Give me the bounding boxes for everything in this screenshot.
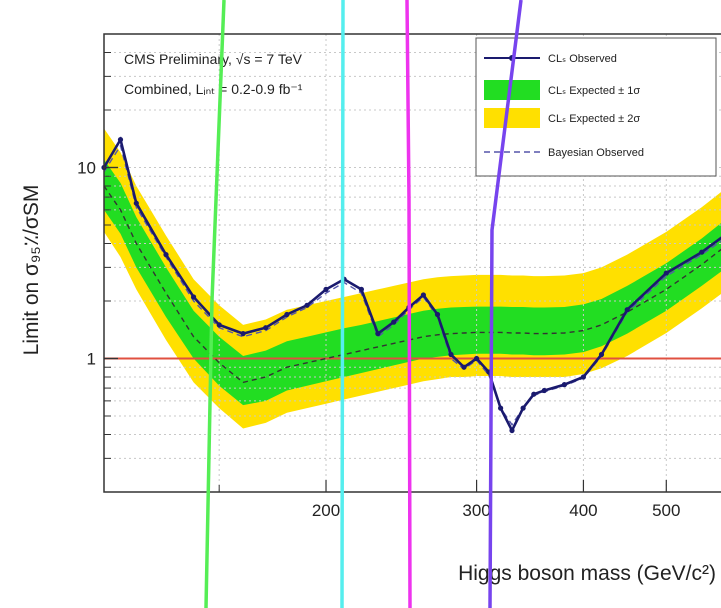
annotation-line-1: CMS Preliminary, √s = 7 TeV — [124, 51, 303, 67]
observed-point — [375, 331, 381, 337]
observed-point — [284, 311, 290, 318]
legend-label-2sigma: CLₛ Expected ± 2σ — [548, 113, 640, 125]
observed-point — [498, 405, 504, 411]
x-tick-label: 400 — [569, 501, 597, 520]
observed-point — [448, 351, 454, 358]
y-axis-title: Limit on σ₉₅٪/σSM — [20, 185, 43, 356]
observed-point — [420, 292, 426, 298]
legend-item-2sigma: CLₛ Expected ± 2σ — [484, 108, 640, 128]
observed-point — [663, 270, 669, 276]
observed-point — [624, 307, 630, 313]
x-tick-label: 500 — [652, 501, 680, 520]
expected-bands — [104, 128, 721, 429]
y-tick-label: 1 — [87, 349, 96, 368]
observed-point — [580, 374, 587, 380]
observed-point — [461, 364, 467, 370]
observed-point — [191, 294, 197, 300]
observed-point — [531, 391, 537, 397]
observed-point — [358, 286, 364, 292]
expected-median-line — [103, 185, 721, 384]
legend-item-bayesian: Bayesian Observed — [484, 147, 644, 159]
x-axis-title: Higgs boson mass (GeV/c²) — [458, 562, 716, 585]
legend-label-bayesian: Bayesian Observed — [548, 147, 644, 159]
observed-point — [598, 351, 605, 358]
observed-point — [699, 249, 705, 255]
observed-point — [474, 355, 480, 362]
annotation-line-2: Combined, Lᵢₙₜ = 0.2-0.9 fb⁻¹ — [124, 81, 303, 97]
observed-point — [263, 325, 269, 331]
overlay-lines — [204, 0, 523, 608]
observed-point — [434, 311, 441, 318]
cyan-line — [340, 0, 345, 608]
legend-2sigma-swatch — [484, 108, 540, 128]
x-tick-label: 300 — [462, 501, 490, 520]
observed-point — [561, 382, 568, 388]
observed-point — [509, 427, 515, 434]
x-tick-label: 200 — [312, 501, 340, 520]
legend-item-1sigma: CLₛ Expected ± 1σ — [484, 80, 640, 100]
series-layer — [101, 136, 721, 434]
observed-point — [240, 331, 246, 337]
observed-point — [304, 302, 310, 308]
plot-frame — [103, 33, 721, 493]
observed-point — [541, 387, 547, 394]
magenta-line — [405, 0, 412, 608]
observed-point — [133, 200, 139, 206]
y-tick-label: 10 — [77, 159, 96, 178]
observed-point — [520, 405, 526, 411]
legend: CLₛ Observed CLₛ Expected ± 1σ CLₛ Expec… — [475, 37, 717, 177]
legend-label-1sigma: CLₛ Expected ± 1σ — [548, 85, 640, 97]
green-line — [204, 0, 226, 608]
observed-point — [117, 137, 124, 143]
legend-1sigma-swatch — [484, 80, 540, 100]
observed-point — [323, 286, 329, 292]
observed-point — [216, 322, 222, 328]
observed-point — [391, 319, 397, 325]
legend-label-observed: CLₛ Observed — [548, 53, 617, 65]
legend-box — [475, 37, 717, 177]
observed-point — [163, 252, 169, 258]
ticks: 200 300 400 500 1 10 — [77, 52, 680, 520]
band-1sigma — [104, 159, 721, 406]
cls-observed-line — [102, 136, 721, 434]
purple-line — [488, 0, 523, 608]
